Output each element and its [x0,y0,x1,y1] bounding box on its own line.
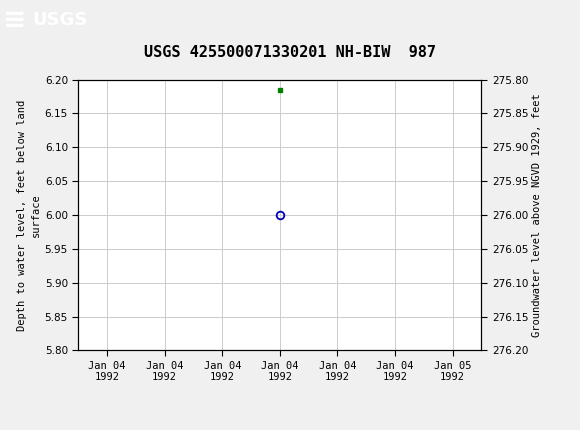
Text: ≡: ≡ [3,6,26,34]
Y-axis label: Groundwater level above NGVD 1929, feet: Groundwater level above NGVD 1929, feet [532,93,542,337]
Text: USGS: USGS [32,12,87,29]
Y-axis label: Depth to water level, feet below land
surface: Depth to water level, feet below land su… [17,99,41,331]
Text: USGS 425500071330201 NH-BIW  987: USGS 425500071330201 NH-BIW 987 [144,46,436,61]
